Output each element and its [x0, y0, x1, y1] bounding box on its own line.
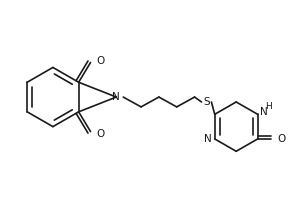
Text: N: N	[204, 134, 212, 144]
Text: O: O	[97, 56, 105, 66]
Text: O: O	[97, 129, 105, 139]
Text: S: S	[203, 97, 210, 107]
Text: N: N	[112, 92, 120, 102]
Text: N: N	[260, 107, 267, 117]
Text: H: H	[266, 102, 272, 111]
Text: O: O	[278, 134, 286, 144]
